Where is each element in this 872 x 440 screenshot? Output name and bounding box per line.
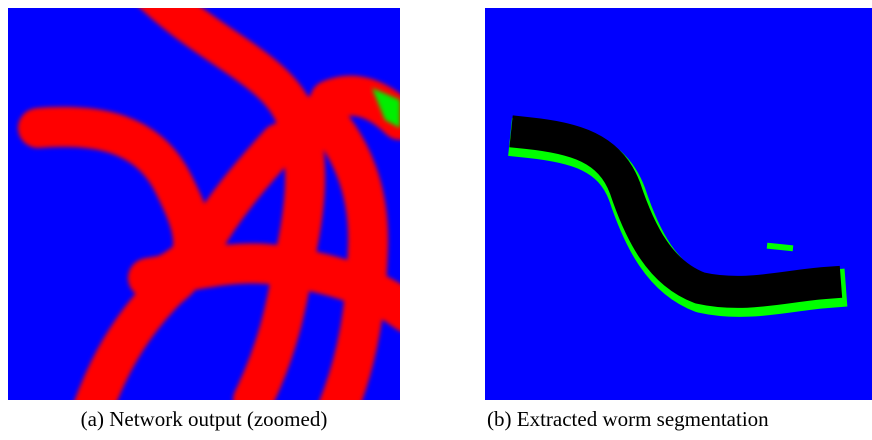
page: (a) Network output (zoomed) (b) Extracte… bbox=[0, 0, 872, 440]
caption: (a) Network output (zoomed) bbox=[81, 407, 328, 431]
panel-a-image bbox=[8, 0, 408, 408]
panel-b-image bbox=[485, 8, 872, 400]
figure: (a) Network output (zoomed) (b) Extracte… bbox=[0, 0, 872, 440]
caption: (b) Extracted worm segmentation bbox=[487, 407, 769, 431]
